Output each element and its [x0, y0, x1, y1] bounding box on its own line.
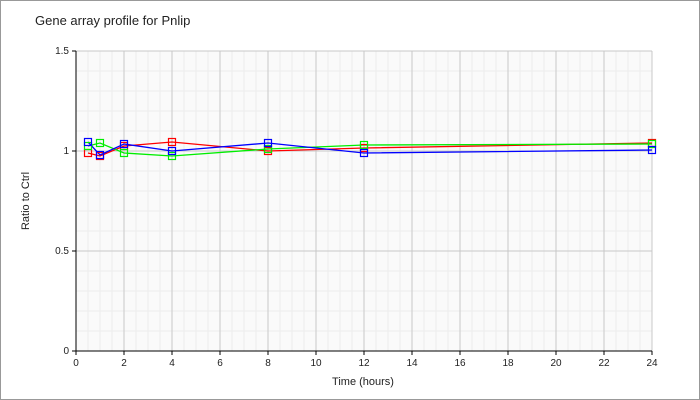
data-point-red	[167, 137, 177, 147]
data-point-green	[263, 144, 273, 154]
data-point-green	[167, 151, 177, 161]
x-tick-label: 6	[217, 358, 223, 369]
data-point-blue	[263, 138, 273, 148]
y-tick-label: 0	[63, 346, 69, 357]
data-point-blue	[83, 137, 93, 147]
x-tick-label: 22	[598, 358, 610, 369]
x-tick-label: 0	[73, 358, 79, 369]
x-tick-label: 12	[358, 358, 370, 369]
data-point-blue	[119, 139, 129, 149]
x-axis-label: Time (hours)	[332, 376, 394, 388]
data-point-blue	[359, 148, 369, 158]
x-tick-label: 18	[502, 358, 514, 369]
data-point-blue	[167, 146, 177, 156]
data-point-blue	[647, 145, 657, 155]
data-point-blue	[95, 150, 105, 160]
data-point-green	[647, 139, 657, 149]
y-tick-label: 0.5	[55, 246, 69, 257]
x-tick-label: 2	[121, 358, 127, 369]
y-tick-label: 1	[63, 146, 69, 157]
x-tick-label: 14	[406, 358, 418, 369]
chart-title: Gene array profile for Pnlip	[35, 13, 190, 28]
y-axis-label: Ratio to Ctrl	[20, 172, 32, 230]
x-tick-label: 24	[646, 358, 658, 369]
data-point-green	[95, 138, 105, 148]
x-tick-label: 10	[310, 358, 322, 369]
x-tick-label: 16	[454, 358, 466, 369]
x-tick-label: 20	[550, 358, 562, 369]
data-point-green	[119, 148, 129, 158]
x-tick-label: 4	[169, 358, 175, 369]
x-tick-label: 8	[265, 358, 271, 369]
series-line-blue	[87, 141, 653, 156]
data-point-green	[359, 140, 369, 150]
y-tick-label: 1.5	[55, 46, 69, 57]
